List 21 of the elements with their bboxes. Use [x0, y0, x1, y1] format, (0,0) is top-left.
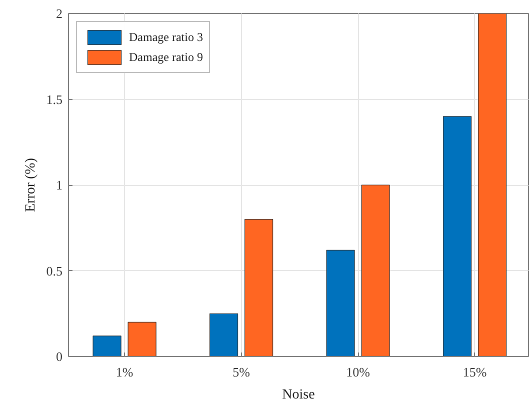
bar — [128, 322, 156, 356]
y-tick-label: 0 — [56, 349, 62, 364]
x-tick-label: 1% — [116, 364, 134, 380]
legend-label: Damage ratio 3 — [129, 30, 203, 44]
x-tick-label: 5% — [232, 364, 250, 380]
bar — [478, 14, 507, 356]
y-tick-label: 1 — [56, 178, 62, 192]
y-tick-label: 2 — [56, 6, 62, 21]
bar — [244, 219, 274, 356]
y-tick-label: 1.5 — [46, 92, 62, 107]
x-tick-label: 15% — [462, 364, 487, 380]
bar — [209, 313, 238, 356]
bar — [361, 184, 390, 356]
bar — [442, 116, 472, 356]
x-tick-label: 10% — [346, 364, 370, 380]
bar — [92, 336, 122, 356]
y-tick-label: 0.5 — [46, 263, 62, 278]
y-axis-title: Error (%) — [23, 158, 38, 212]
x-axis-title: Noise — [282, 388, 315, 402]
legend-label: Damage ratio 9 — [129, 50, 203, 64]
bar — [326, 250, 355, 356]
